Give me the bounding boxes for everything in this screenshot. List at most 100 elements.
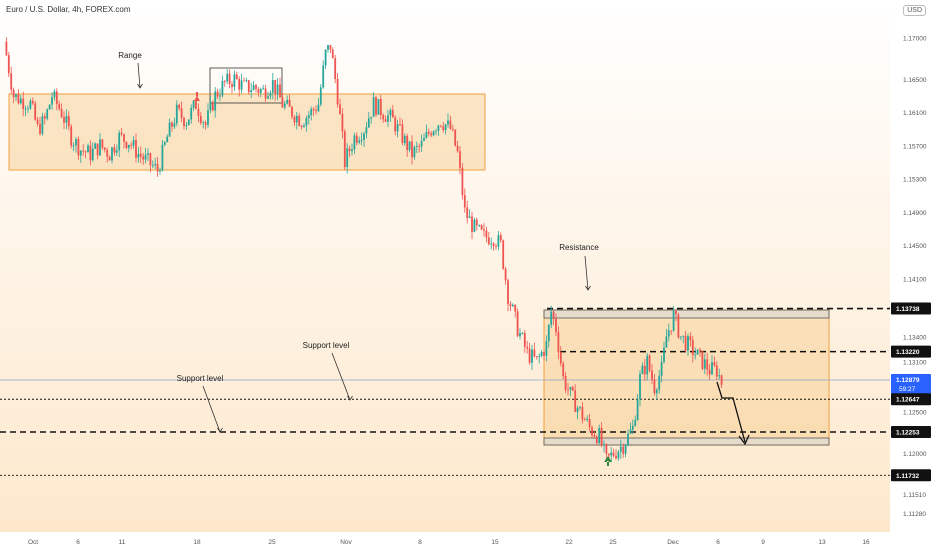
candle-body bbox=[463, 195, 466, 208]
x-tick-label: 15 bbox=[491, 539, 499, 546]
candle-body bbox=[341, 114, 344, 132]
candle-body bbox=[375, 97, 377, 115]
candle-body bbox=[487, 237, 490, 245]
chart-header: Euro / U.S. Dollar, 4h, FOREX.com bbox=[6, 5, 131, 14]
candle-body bbox=[329, 45, 332, 50]
candle-body bbox=[295, 115, 298, 123]
resistance-box bbox=[543, 309, 830, 319]
candle-body bbox=[12, 89, 15, 98]
candle-body bbox=[545, 341, 548, 356]
y-tick-label: 1.15300 bbox=[903, 177, 927, 184]
candle-body bbox=[382, 115, 385, 120]
candle-body bbox=[192, 100, 195, 108]
candle-body bbox=[612, 452, 615, 456]
candle-body bbox=[228, 73, 231, 85]
candle-body bbox=[144, 154, 147, 160]
candle-body bbox=[204, 122, 207, 125]
candle-body bbox=[403, 135, 406, 144]
candle-body bbox=[655, 389, 658, 394]
price-tag bbox=[891, 426, 931, 439]
candle-body bbox=[55, 91, 58, 104]
candle-body bbox=[355, 135, 358, 143]
candle-body bbox=[101, 139, 104, 148]
range-zone bbox=[8, 93, 486, 171]
candle-body bbox=[430, 133, 433, 136]
candle-body bbox=[65, 116, 68, 123]
y-tick-label: 1.12000 bbox=[903, 451, 927, 458]
candle-body bbox=[123, 134, 125, 142]
candle-body bbox=[384, 119, 387, 122]
candle-body bbox=[504, 268, 507, 281]
candle-body bbox=[677, 314, 680, 338]
candle-body bbox=[480, 225, 483, 230]
current-price-label: 1.12879 bbox=[896, 377, 920, 384]
candle-body bbox=[223, 80, 226, 82]
x-tick-label: 9 bbox=[761, 539, 765, 546]
candle-body bbox=[279, 84, 281, 98]
candle-body bbox=[379, 98, 382, 116]
price-label: 1.12647 bbox=[896, 397, 920, 404]
candle-body bbox=[451, 128, 454, 130]
buy-arrow bbox=[604, 456, 612, 466]
candle-body bbox=[418, 145, 421, 147]
price-tag bbox=[891, 393, 931, 406]
candle-body bbox=[46, 109, 49, 119]
candle-body bbox=[77, 139, 80, 156]
candle-body bbox=[715, 365, 718, 377]
candle-body bbox=[540, 352, 543, 356]
candle-body bbox=[91, 148, 94, 161]
candle-body bbox=[120, 132, 123, 135]
candle-body bbox=[557, 332, 560, 353]
candle-body bbox=[166, 136, 169, 143]
annotation-arrow bbox=[137, 62, 141, 89]
candle-body bbox=[610, 452, 613, 456]
x-tick-label: 18 bbox=[193, 539, 201, 546]
candle-body bbox=[264, 88, 267, 99]
candle-body bbox=[699, 349, 701, 351]
candle-body bbox=[87, 145, 89, 153]
candle-body bbox=[653, 379, 656, 394]
candle-body bbox=[310, 109, 313, 116]
candle-body bbox=[691, 340, 694, 356]
price-label: 1.13220 bbox=[896, 349, 920, 356]
candle-body bbox=[569, 386, 572, 390]
candle-body bbox=[499, 235, 502, 241]
candle-body bbox=[147, 153, 149, 155]
annotation-arrow bbox=[584, 255, 589, 291]
candle-body bbox=[574, 390, 577, 413]
candle-body bbox=[547, 324, 550, 342]
candle-body bbox=[48, 104, 51, 110]
candle-body bbox=[687, 336, 689, 351]
candle-body bbox=[576, 407, 579, 413]
candle-body bbox=[336, 79, 339, 105]
candle-body bbox=[665, 336, 668, 348]
candle-body bbox=[365, 127, 368, 134]
candle-body bbox=[396, 124, 399, 132]
candle-body bbox=[466, 207, 469, 219]
candle-body bbox=[468, 216, 471, 219]
x-tick-label: Dec bbox=[667, 539, 679, 546]
annotation-arrow bbox=[202, 385, 221, 433]
candle-body bbox=[535, 356, 538, 358]
candle-body bbox=[151, 165, 154, 167]
x-tick-label: 22 bbox=[565, 539, 573, 546]
y-tick-label: 1.13400 bbox=[903, 335, 927, 342]
candle-body bbox=[79, 150, 82, 156]
candle-body bbox=[343, 131, 346, 168]
candle-body bbox=[598, 427, 601, 443]
candle-body bbox=[543, 352, 545, 356]
plot-background bbox=[0, 0, 890, 532]
current-price-tag bbox=[891, 373, 931, 394]
x-tick-label: Nov bbox=[340, 539, 352, 546]
y-tick-label: 1.12500 bbox=[903, 409, 927, 416]
currency-badge[interactable]: USD bbox=[903, 5, 926, 16]
candle-body bbox=[288, 99, 291, 107]
candle-body bbox=[521, 333, 524, 334]
candle-body bbox=[209, 101, 212, 111]
candle-body bbox=[425, 131, 428, 138]
candle-body bbox=[250, 90, 253, 92]
candle-body bbox=[713, 362, 716, 366]
y-tick-label: 1.14900 bbox=[903, 210, 927, 217]
candle-body bbox=[327, 45, 329, 50]
